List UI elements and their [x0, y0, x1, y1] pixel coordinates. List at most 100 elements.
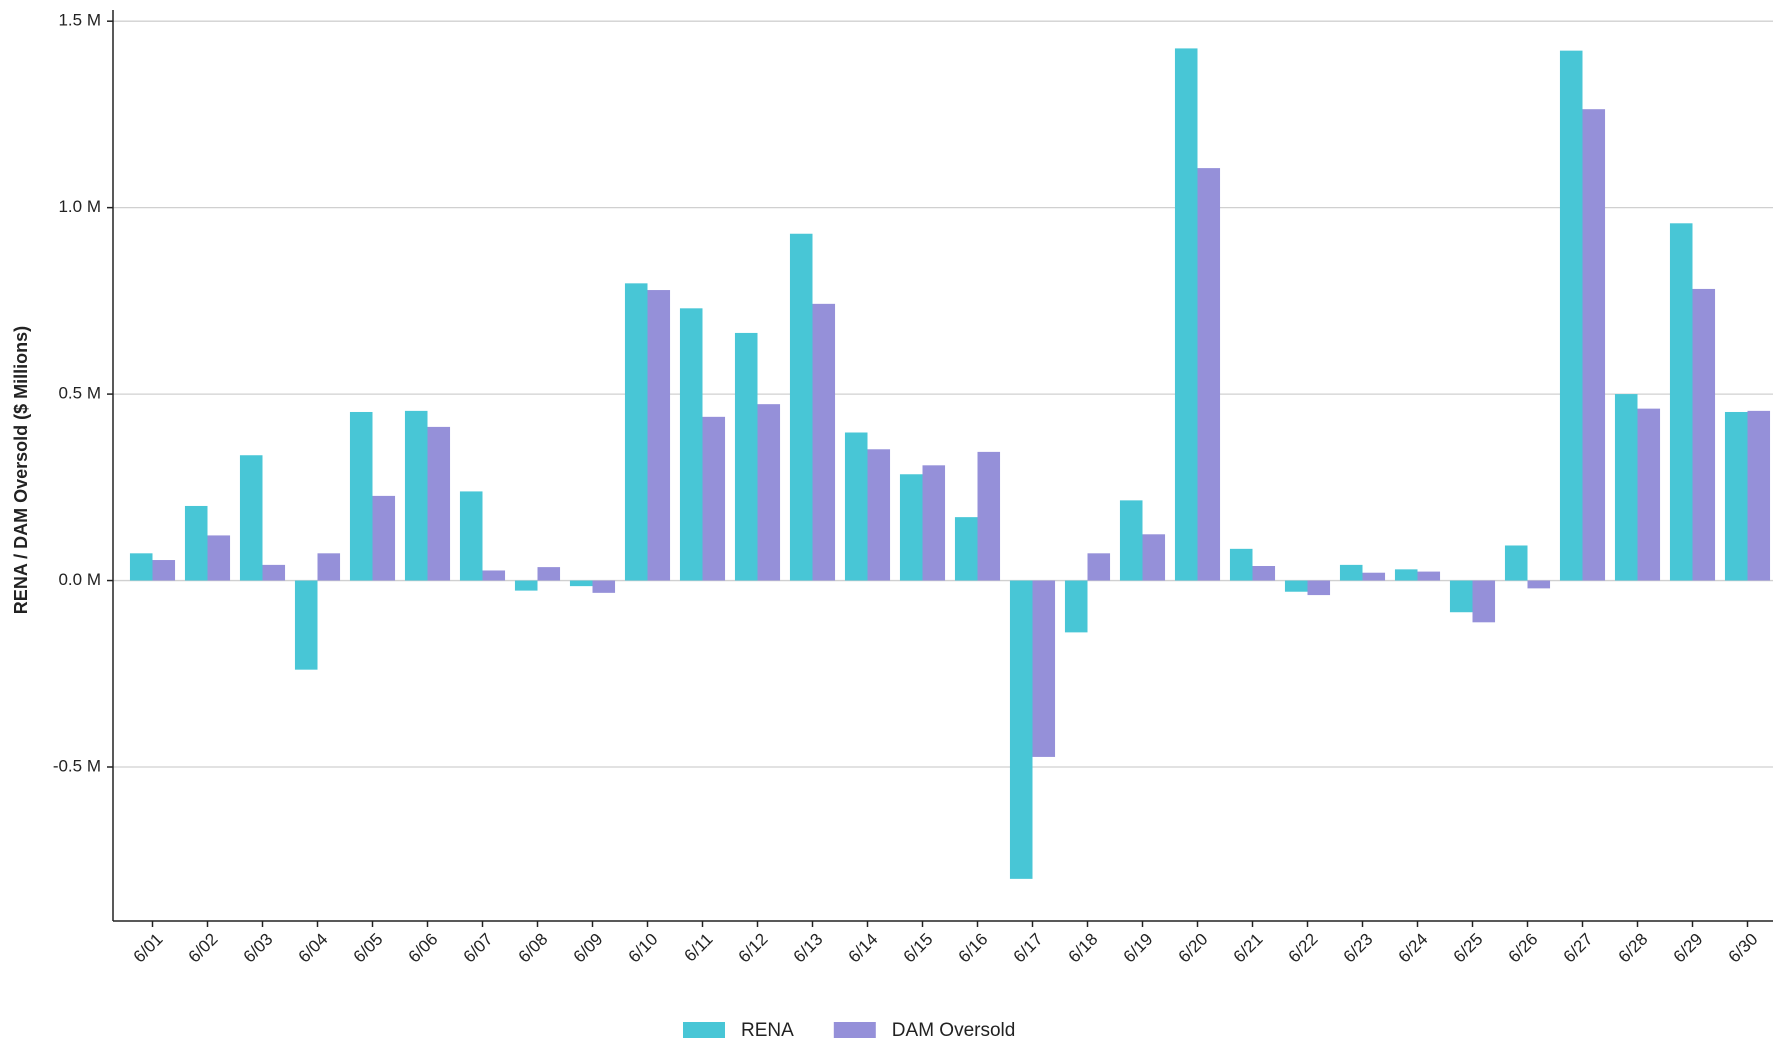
bar	[1142, 534, 1166, 581]
bar	[592, 580, 616, 593]
bar	[1009, 580, 1033, 879]
legend-label: DAM Oversold	[892, 1020, 1016, 1041]
x-tick-label: 6/19	[1120, 930, 1157, 967]
bar	[459, 491, 483, 581]
x-tick-label: 6/17	[1010, 930, 1047, 967]
bar	[1472, 580, 1496, 623]
bar	[294, 580, 318, 670]
x-tick-label: 6/14	[845, 930, 882, 967]
bar	[789, 233, 813, 581]
bar	[1174, 48, 1198, 581]
y-axis-label: RENA / DAM Oversold ($ Millions)	[11, 326, 31, 614]
bar	[1284, 580, 1308, 592]
x-tick-label: 6/26	[1505, 930, 1542, 967]
x-tick-label: 6/02	[185, 930, 222, 967]
bar	[702, 416, 726, 581]
x-tick-label: 6/06	[405, 930, 442, 967]
bar	[844, 432, 868, 581]
bar	[899, 474, 923, 581]
bar	[1724, 411, 1748, 581]
x-tick-label: 6/01	[130, 930, 167, 967]
bar	[954, 517, 978, 581]
bar	[977, 451, 1001, 581]
bar	[1229, 548, 1253, 581]
y-tick-label: 1.0 M	[58, 197, 101, 216]
bar	[372, 495, 396, 581]
bar	[1504, 545, 1528, 581]
x-tick-label: 6/08	[515, 930, 552, 967]
y-tick-label: 1.5 M	[58, 11, 101, 30]
bar	[1692, 288, 1716, 581]
legend-swatch	[683, 1022, 725, 1038]
x-tick-label: 6/24	[1395, 930, 1432, 967]
bar	[349, 411, 373, 581]
bar	[184, 505, 208, 581]
bar	[1307, 580, 1331, 596]
legend-label: RENA	[741, 1020, 794, 1041]
bar	[734, 332, 758, 581]
bar	[317, 553, 341, 581]
x-tick-label: 6/23	[1340, 930, 1377, 967]
legend-swatch	[833, 1022, 876, 1038]
x-tick-label: 6/29	[1670, 930, 1707, 967]
bar	[537, 567, 561, 581]
y-tick-label: 0.0 M	[58, 570, 101, 589]
bar	[239, 455, 263, 581]
bar	[1637, 408, 1661, 581]
bar	[624, 283, 648, 581]
y-tick-label: -0.5 M	[53, 756, 101, 775]
bar	[922, 465, 946, 581]
bar	[1669, 223, 1693, 581]
bar	[679, 308, 703, 581]
bar	[1064, 580, 1088, 633]
bar	[262, 564, 286, 581]
x-tick-label: 6/21	[1230, 930, 1267, 967]
x-tick-label: 6/27	[1560, 930, 1597, 967]
x-tick-label: 6/20	[1175, 930, 1212, 967]
bar	[129, 553, 153, 581]
x-tick-label: 6/15	[900, 930, 937, 967]
bar	[1449, 580, 1473, 613]
x-tick-label: 6/22	[1285, 930, 1322, 967]
bar	[1747, 410, 1771, 581]
x-tick-label: 6/18	[1065, 930, 1102, 967]
x-tick-label: 6/09	[570, 930, 607, 967]
x-tick-label: 6/05	[350, 930, 387, 967]
bar	[1339, 564, 1363, 581]
bar	[569, 580, 593, 587]
x-tick-label: 6/30	[1725, 930, 1762, 967]
bar	[1119, 500, 1143, 581]
bar	[404, 410, 428, 581]
bar	[1087, 553, 1111, 581]
bar	[1032, 580, 1056, 757]
bar	[207, 535, 231, 581]
x-tick-label: 6/04	[295, 930, 332, 967]
x-tick-label: 6/10	[625, 930, 662, 967]
x-tick-label: 6/12	[735, 930, 772, 967]
x-tick-label: 6/25	[1450, 930, 1487, 967]
bar	[1559, 50, 1583, 581]
bar	[1417, 571, 1441, 581]
bar	[514, 580, 538, 591]
bar	[427, 426, 451, 581]
x-tick-label: 6/16	[955, 930, 992, 967]
bar	[482, 570, 506, 581]
bar	[1252, 565, 1276, 581]
bar	[757, 404, 781, 581]
x-tick-label: 6/28	[1615, 930, 1652, 967]
x-tick-label: 6/13	[790, 930, 827, 967]
bar	[1197, 168, 1221, 581]
bar	[867, 449, 891, 581]
x-tick-label: 6/11	[681, 930, 717, 966]
x-tick-label: 6/07	[460, 930, 497, 967]
bar	[1394, 569, 1418, 581]
bar	[1614, 394, 1638, 581]
y-tick-label: 0.5 M	[58, 384, 101, 403]
bar	[1527, 580, 1551, 589]
bar	[647, 290, 671, 581]
bar	[152, 560, 176, 581]
bar	[1362, 572, 1386, 581]
x-tick-label: 6/03	[240, 930, 277, 967]
bar	[1582, 109, 1606, 581]
